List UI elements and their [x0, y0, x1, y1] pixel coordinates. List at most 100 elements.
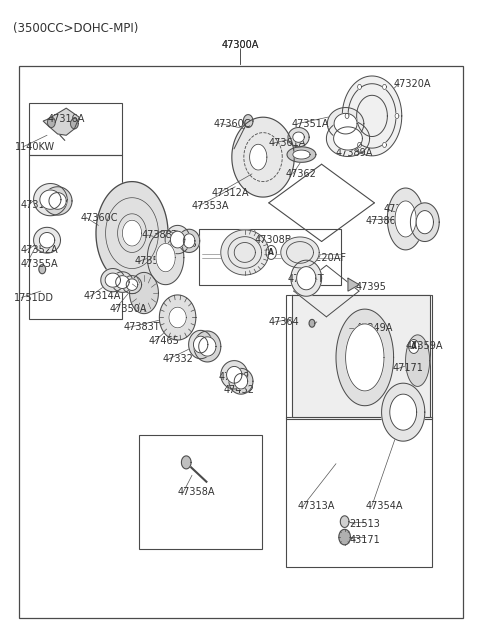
Text: 47352A: 47352A — [20, 245, 58, 255]
Polygon shape — [199, 337, 216, 356]
Polygon shape — [408, 339, 419, 354]
Polygon shape — [40, 190, 61, 209]
Text: (3500CC>DOHC-MPI): (3500CC>DOHC-MPI) — [13, 23, 139, 35]
Polygon shape — [288, 128, 309, 147]
Polygon shape — [297, 267, 316, 290]
Polygon shape — [342, 76, 402, 156]
Polygon shape — [291, 260, 322, 296]
Polygon shape — [292, 295, 430, 417]
Polygon shape — [34, 184, 67, 216]
Text: 47314A: 47314A — [84, 291, 121, 301]
Polygon shape — [39, 265, 46, 274]
Polygon shape — [383, 142, 386, 147]
Polygon shape — [358, 84, 361, 90]
Polygon shape — [122, 276, 142, 294]
Polygon shape — [250, 144, 267, 170]
Polygon shape — [130, 272, 158, 314]
Text: 1220AF: 1220AF — [310, 252, 347, 263]
Polygon shape — [122, 220, 142, 246]
Polygon shape — [383, 84, 386, 90]
Text: 47362: 47362 — [286, 169, 316, 179]
Polygon shape — [126, 279, 138, 290]
Polygon shape — [221, 361, 248, 389]
Polygon shape — [189, 330, 213, 359]
Text: 47395: 47395 — [355, 282, 386, 292]
Polygon shape — [346, 324, 384, 391]
Text: 47350A: 47350A — [109, 304, 147, 314]
Polygon shape — [147, 231, 184, 285]
Text: 21513: 21513 — [349, 519, 380, 529]
Text: 47384T: 47384T — [288, 274, 324, 284]
Polygon shape — [181, 456, 191, 469]
Polygon shape — [348, 278, 359, 291]
Text: 47383T: 47383T — [124, 322, 160, 332]
Text: 47364: 47364 — [269, 317, 300, 327]
Polygon shape — [406, 335, 430, 386]
Polygon shape — [156, 243, 175, 272]
Text: 47465: 47465 — [149, 336, 180, 346]
Polygon shape — [340, 516, 349, 527]
Text: 47389A: 47389A — [336, 148, 373, 158]
Polygon shape — [345, 113, 349, 118]
Polygon shape — [334, 127, 362, 150]
Text: 47360C: 47360C — [81, 213, 118, 223]
Text: 47316A: 47316A — [48, 114, 85, 124]
Polygon shape — [416, 211, 433, 234]
Polygon shape — [390, 394, 417, 430]
Text: 47355A: 47355A — [20, 259, 58, 269]
Text: 47452: 47452 — [223, 385, 254, 395]
Text: 47363: 47363 — [384, 204, 415, 214]
Bar — [199, 229, 341, 285]
Polygon shape — [71, 118, 78, 129]
Polygon shape — [281, 237, 319, 268]
Text: 47300A: 47300A — [221, 40, 259, 50]
Polygon shape — [334, 113, 357, 134]
Polygon shape — [96, 182, 168, 285]
Polygon shape — [105, 273, 120, 287]
Text: 47320A: 47320A — [394, 79, 431, 89]
Text: 47388T: 47388T — [142, 230, 178, 240]
Polygon shape — [266, 245, 276, 260]
Text: 47349A: 47349A — [355, 323, 393, 334]
Bar — [29, 103, 122, 155]
Polygon shape — [410, 203, 439, 242]
Text: 47171: 47171 — [393, 363, 423, 374]
Polygon shape — [309, 319, 315, 327]
Text: 47351A: 47351A — [291, 118, 329, 129]
Polygon shape — [293, 132, 304, 142]
Text: 47300A: 47300A — [221, 40, 259, 50]
Polygon shape — [34, 227, 60, 253]
Polygon shape — [183, 234, 195, 248]
Polygon shape — [193, 336, 208, 353]
Text: 47358A: 47358A — [178, 487, 215, 497]
Text: A: A — [268, 248, 274, 257]
Text: 1751DD: 1751DD — [14, 292, 54, 303]
Text: 43171: 43171 — [349, 535, 380, 545]
Text: 47313A: 47313A — [298, 500, 335, 511]
Polygon shape — [357, 95, 387, 137]
Text: 1140KW: 1140KW — [15, 142, 56, 152]
Polygon shape — [339, 529, 350, 545]
Polygon shape — [165, 225, 190, 254]
Text: 47332: 47332 — [162, 354, 193, 365]
Polygon shape — [382, 383, 425, 441]
Polygon shape — [48, 117, 55, 128]
Polygon shape — [43, 108, 79, 135]
Text: 47366: 47366 — [218, 372, 249, 382]
Polygon shape — [116, 276, 129, 289]
Bar — [19, 66, 463, 618]
Polygon shape — [387, 188, 424, 250]
Text: 47312A: 47312A — [211, 188, 249, 198]
Polygon shape — [395, 113, 399, 118]
Polygon shape — [112, 272, 133, 292]
Polygon shape — [234, 374, 248, 389]
Polygon shape — [170, 231, 185, 248]
Polygon shape — [358, 142, 361, 147]
Polygon shape — [43, 187, 72, 215]
Bar — [29, 155, 122, 319]
Text: 47318A: 47318A — [20, 200, 58, 210]
Text: 47308B: 47308B — [254, 234, 292, 245]
Text: 47357A: 47357A — [134, 256, 172, 266]
Polygon shape — [101, 269, 125, 292]
Polygon shape — [221, 230, 269, 275]
